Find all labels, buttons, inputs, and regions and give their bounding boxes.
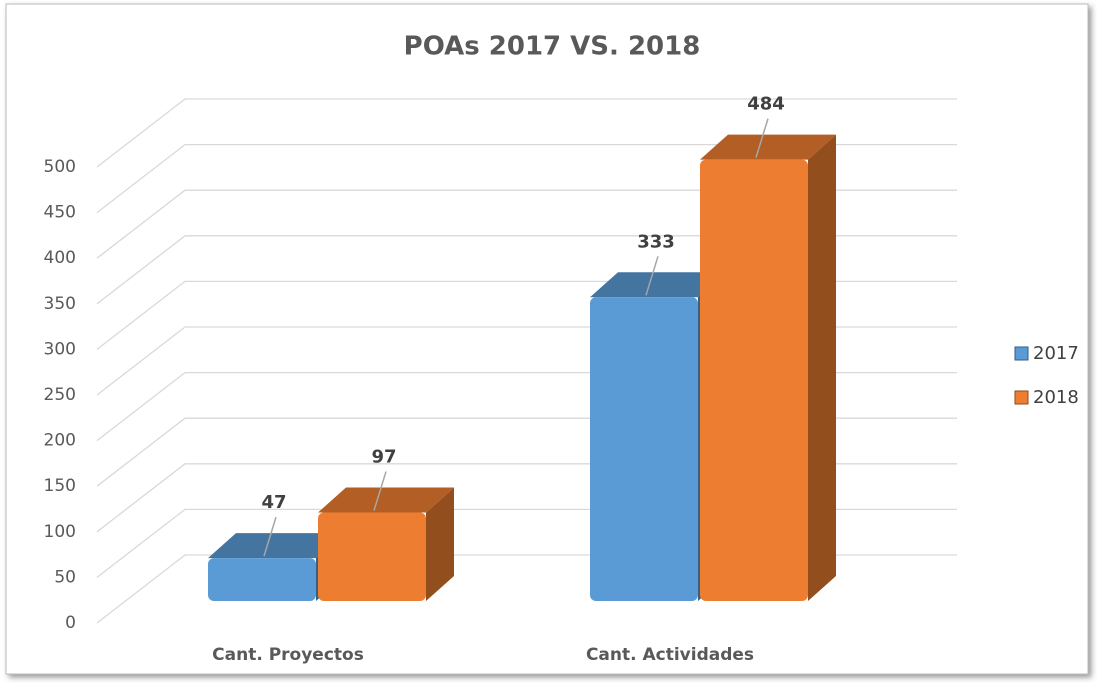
data-label: 333 [637, 231, 675, 252]
bar-top [700, 134, 836, 160]
bar [590, 297, 698, 601]
data-label: 484 [747, 94, 785, 115]
leader-line [263, 516, 277, 557]
x-tick-label: Cant. Proyectos [212, 645, 364, 665]
bar-top [208, 533, 344, 559]
y-tick-label: 0 [65, 613, 76, 633]
data-label: 47 [261, 492, 286, 513]
data-label: 97 [371, 447, 396, 468]
y-tick-label: 250 [44, 385, 76, 405]
grid-line [96, 98, 957, 168]
chart-frame [5, 3, 1089, 675]
y-tick-label: 500 [44, 157, 76, 177]
chart-title: POAs 2017 VS. 2018 [404, 32, 701, 62]
y-tick-label: 300 [44, 339, 76, 359]
leader-line [373, 471, 387, 511]
bar-top [318, 487, 454, 513]
y-tick-label: 350 [44, 294, 76, 314]
legend-label: 2018 [1033, 387, 1079, 408]
legend-swatch [1014, 390, 1029, 405]
bar-side [808, 134, 836, 602]
bar-side [426, 487, 454, 601]
legend-swatch [1014, 346, 1029, 361]
y-tick-label: 100 [44, 522, 76, 542]
grid-line [96, 143, 957, 214]
y-tick-label: 400 [44, 248, 76, 268]
y-tick-label: 450 [44, 203, 76, 223]
x-tick-label: Cant. Actividades [586, 645, 754, 665]
legend-label: 2017 [1033, 343, 1079, 364]
leader-line [755, 118, 769, 158]
grid-line [96, 235, 957, 305]
leader-line [645, 256, 659, 296]
bar [700, 159, 808, 602]
y-tick-label: 150 [44, 476, 76, 496]
bar [318, 512, 426, 601]
bar-top [590, 272, 726, 298]
y-tick-label: 200 [44, 431, 76, 451]
y-tick-label: 50 [54, 567, 76, 587]
grid-line [96, 189, 957, 259]
bar [208, 558, 316, 601]
